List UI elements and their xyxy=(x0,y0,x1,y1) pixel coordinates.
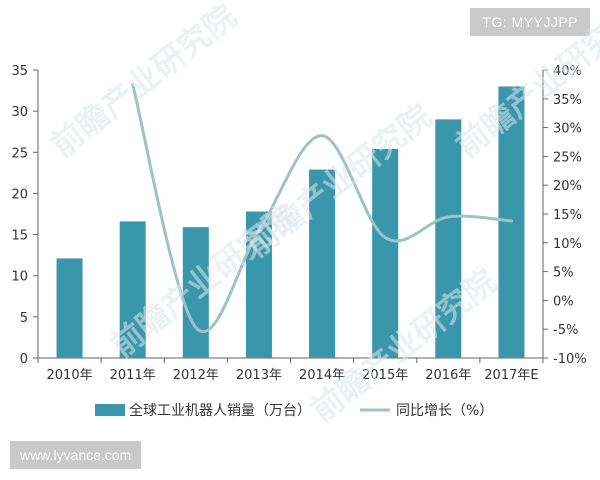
right-tick-label: -5% xyxy=(553,323,578,338)
bar xyxy=(182,227,209,358)
right-tick-label: -10% xyxy=(553,352,587,367)
growth-line xyxy=(131,82,513,333)
right-tick-label: 5% xyxy=(553,266,574,281)
x-tick-label: 2014年 xyxy=(299,368,345,383)
right-tick-label: 20% xyxy=(553,179,582,194)
bar xyxy=(372,148,399,358)
right-tick-label: 15% xyxy=(553,208,582,223)
bar xyxy=(435,119,462,358)
legend-line-label: 同比增长（%） xyxy=(396,403,493,419)
right-tick-label: 35% xyxy=(553,93,582,108)
top-tag: TG: MYYJJPP xyxy=(470,8,590,36)
x-tick-label: 2012年 xyxy=(173,368,219,383)
x-tick-label: 2010年 xyxy=(47,368,93,383)
legend-bar-swatch xyxy=(95,404,125,416)
left-tick-label: 5 xyxy=(20,311,28,326)
left-tick-label: 35 xyxy=(11,64,28,79)
bar xyxy=(119,221,146,358)
left-tick-label: 30 xyxy=(11,105,28,120)
left-tick-label: 10 xyxy=(11,270,28,285)
bar xyxy=(309,169,336,358)
left-tick-label: 0 xyxy=(20,352,28,367)
legend-bar-label: 全球工业机器人销量（万台） xyxy=(129,402,311,419)
right-tick-label: 25% xyxy=(553,150,582,165)
right-tick-label: 30% xyxy=(553,122,582,137)
left-tick-label: 20 xyxy=(11,187,28,202)
left-tick-label: 25 xyxy=(11,146,28,161)
bar xyxy=(245,211,272,358)
x-tick-label: 2013年 xyxy=(236,368,282,383)
bottom-tag: www.lyvance.com xyxy=(10,441,142,469)
right-tick-label: 40% xyxy=(553,64,582,79)
x-tick-label: 2017年E xyxy=(484,368,538,383)
right-tick-label: 0% xyxy=(553,294,574,309)
x-tick-label: 2016年 xyxy=(425,368,471,383)
left-tick-label: 15 xyxy=(11,229,28,244)
bar xyxy=(56,258,83,358)
right-tick-label: 10% xyxy=(553,237,582,252)
x-tick-label: 2011年 xyxy=(110,368,156,383)
x-tick-label: 2015年 xyxy=(362,368,408,383)
